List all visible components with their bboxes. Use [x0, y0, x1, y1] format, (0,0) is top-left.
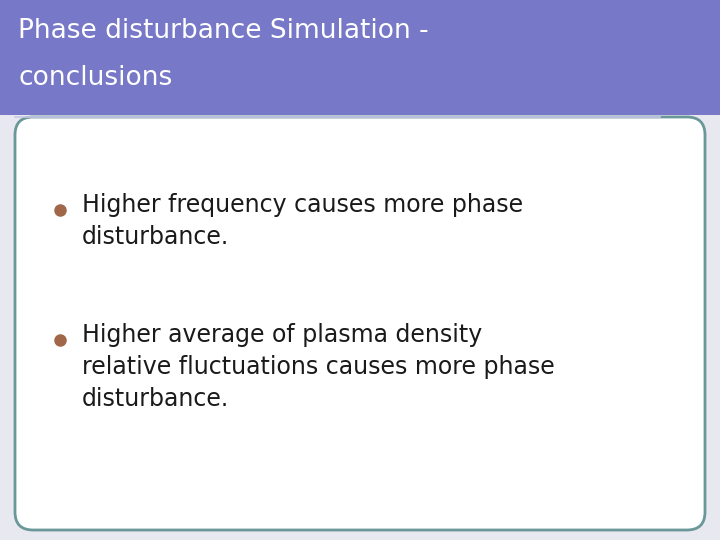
FancyBboxPatch shape: [15, 117, 705, 530]
Bar: [0, 0, 720, 115]
Text: disturbance.: disturbance.: [82, 387, 229, 411]
Text: Higher frequency causes more phase: Higher frequency causes more phase: [82, 193, 523, 217]
Text: Phase disturbance Simulation -: Phase disturbance Simulation -: [18, 18, 428, 44]
Text: Higher average of plasma density: Higher average of plasma density: [82, 323, 482, 347]
Text: disturbance.: disturbance.: [82, 225, 229, 249]
Text: relative fluctuations causes more phase: relative fluctuations causes more phase: [82, 355, 554, 379]
Text: conclusions: conclusions: [18, 65, 172, 91]
